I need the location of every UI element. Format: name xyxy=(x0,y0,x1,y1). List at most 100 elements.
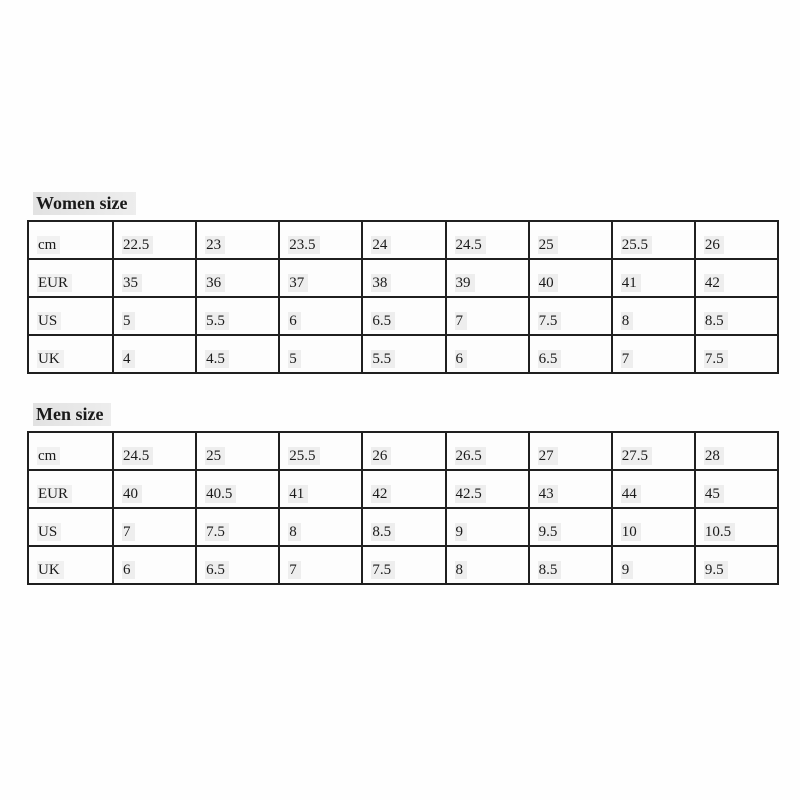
row-label-cell: EUR xyxy=(27,468,114,509)
size-value: 8 xyxy=(454,560,467,579)
size-value: 23 xyxy=(205,235,226,254)
size-value-cell: 24.5 xyxy=(444,219,530,260)
size-value-cell: 25 xyxy=(527,219,613,260)
size-value: 28 xyxy=(703,446,724,465)
size-value: 9.5 xyxy=(703,560,728,579)
table-row: UK 6 6.5 7 7.5 8 8.5 9 9.5 xyxy=(27,544,780,585)
women-size-table: cm 22.5 23 23.5 24 24.5 25 25.5 26 EUR 35 36 37 38 39 4… xyxy=(27,219,780,374)
size-value: 5.5 xyxy=(371,349,396,368)
size-value-cell: 41 xyxy=(278,468,364,509)
size-value-cell: 5 xyxy=(111,295,198,336)
size-value-cell: 22.5 xyxy=(111,219,198,260)
size-value-cell: 40 xyxy=(111,468,198,509)
size-value: 5 xyxy=(122,311,135,330)
size-value-cell: 4.5 xyxy=(195,333,281,374)
size-value: 44 xyxy=(620,484,641,503)
row-label-cell: US xyxy=(27,506,114,547)
size-value: 37 xyxy=(288,273,309,292)
table-row: UK 4 4.5 5 5.5 6 6.5 7 7.5 xyxy=(27,333,780,374)
row-label-cell: cm xyxy=(27,219,114,260)
row-label: cm xyxy=(37,235,61,254)
row-label-cell: UK xyxy=(27,333,114,374)
size-value-cell: 6.5 xyxy=(195,544,281,585)
size-value-cell: 7 xyxy=(444,295,530,336)
men-size-section: Men size cm 24.5 25 25.5 26 26.5 27 27.5 28 EUR 40… xyxy=(27,402,780,585)
size-value-cell: 6 xyxy=(444,333,530,374)
size-value-cell: 6.5 xyxy=(361,295,447,336)
size-value-cell: 7.5 xyxy=(195,506,281,547)
size-value-cell: 26 xyxy=(693,219,780,260)
row-label: EUR xyxy=(37,273,72,292)
size-value: 25.5 xyxy=(288,446,320,465)
size-value: 40 xyxy=(122,484,142,503)
size-value-cell: 5 xyxy=(278,333,364,374)
row-label-cell: UK xyxy=(27,544,114,585)
size-value-cell: 8 xyxy=(278,506,364,547)
size-value-cell: 24.5 xyxy=(111,430,198,471)
size-value: 38 xyxy=(371,273,392,292)
size-value-cell: 8 xyxy=(444,544,530,585)
size-value: 25.5 xyxy=(620,235,652,254)
size-value: 25 xyxy=(537,235,558,254)
size-value-cell: 6.5 xyxy=(527,333,613,374)
women-size-section: Women size cm 22.5 23 23.5 24 24.5 25 25.5 26 EUR… xyxy=(27,192,780,374)
size-value: 40.5 xyxy=(205,484,237,503)
size-value-cell: 27 xyxy=(527,430,613,471)
size-value: 26.5 xyxy=(454,446,486,465)
size-value: 7.5 xyxy=(537,311,562,330)
size-value: 6 xyxy=(288,311,301,330)
size-value: 24 xyxy=(371,235,392,254)
size-value-cell: 25.5 xyxy=(610,219,696,260)
size-value-cell: 36 xyxy=(195,257,281,298)
size-value: 40 xyxy=(537,273,558,292)
size-value: 9.5 xyxy=(537,522,562,541)
table-row: EUR 35 36 37 38 39 40 41 42 xyxy=(27,257,780,298)
size-value-cell: 8.5 xyxy=(527,544,613,585)
size-value: 25 xyxy=(205,446,226,465)
row-label-cell: US xyxy=(27,295,114,336)
size-value: 42 xyxy=(703,273,724,292)
size-value: 9 xyxy=(454,522,467,541)
size-value-cell: 42 xyxy=(693,257,780,298)
size-value-cell: 10 xyxy=(610,506,696,547)
size-value: 4 xyxy=(122,349,135,368)
size-value-cell: 9 xyxy=(610,544,696,585)
size-value: 4.5 xyxy=(205,349,229,368)
size-value-cell: 42.5 xyxy=(444,468,530,509)
size-value: 41 xyxy=(288,484,309,503)
size-value-cell: 9.5 xyxy=(527,506,613,547)
size-value-cell: 44 xyxy=(610,468,696,509)
size-value: 7 xyxy=(620,349,634,368)
size-value-cell: 7.5 xyxy=(527,295,613,336)
row-label: UK xyxy=(37,349,64,368)
size-value-cell: 24 xyxy=(361,219,447,260)
size-value-cell: 8.5 xyxy=(361,506,447,547)
size-value: 8 xyxy=(288,522,301,541)
size-value: 24.5 xyxy=(122,446,154,465)
size-value-cell: 40.5 xyxy=(195,468,281,509)
size-value: 42.5 xyxy=(454,484,486,503)
size-value: 7 xyxy=(122,522,135,541)
size-value-cell: 38 xyxy=(361,257,447,298)
size-value-cell: 7 xyxy=(278,544,364,585)
size-value-cell: 7.5 xyxy=(361,544,447,585)
size-value: 5.5 xyxy=(205,311,229,330)
size-value: 22.5 xyxy=(122,235,154,254)
size-value: 6.5 xyxy=(371,311,396,330)
size-value-cell: 23 xyxy=(195,219,281,260)
size-value-cell: 43 xyxy=(527,468,613,509)
size-value: 8 xyxy=(620,311,634,330)
women-size-title-text: Women size xyxy=(33,192,136,215)
size-value-cell: 41 xyxy=(610,257,696,298)
size-value-cell: 8.5 xyxy=(693,295,780,336)
size-value: 8.5 xyxy=(537,560,562,579)
size-value-cell: 35 xyxy=(111,257,198,298)
size-value-cell: 25.5 xyxy=(278,430,364,471)
row-label-cell: cm xyxy=(27,430,114,471)
size-value: 43 xyxy=(537,484,558,503)
size-value-cell: 26 xyxy=(361,430,447,471)
men-size-title-text: Men size xyxy=(33,402,112,426)
men-size-table: cm 24.5 25 25.5 26 26.5 27 27.5 28 EUR 40 40.5 41 42 4… xyxy=(27,430,780,585)
table-row: US 7 7.5 8 8.5 9 9.5 10 10.5 xyxy=(27,506,780,547)
